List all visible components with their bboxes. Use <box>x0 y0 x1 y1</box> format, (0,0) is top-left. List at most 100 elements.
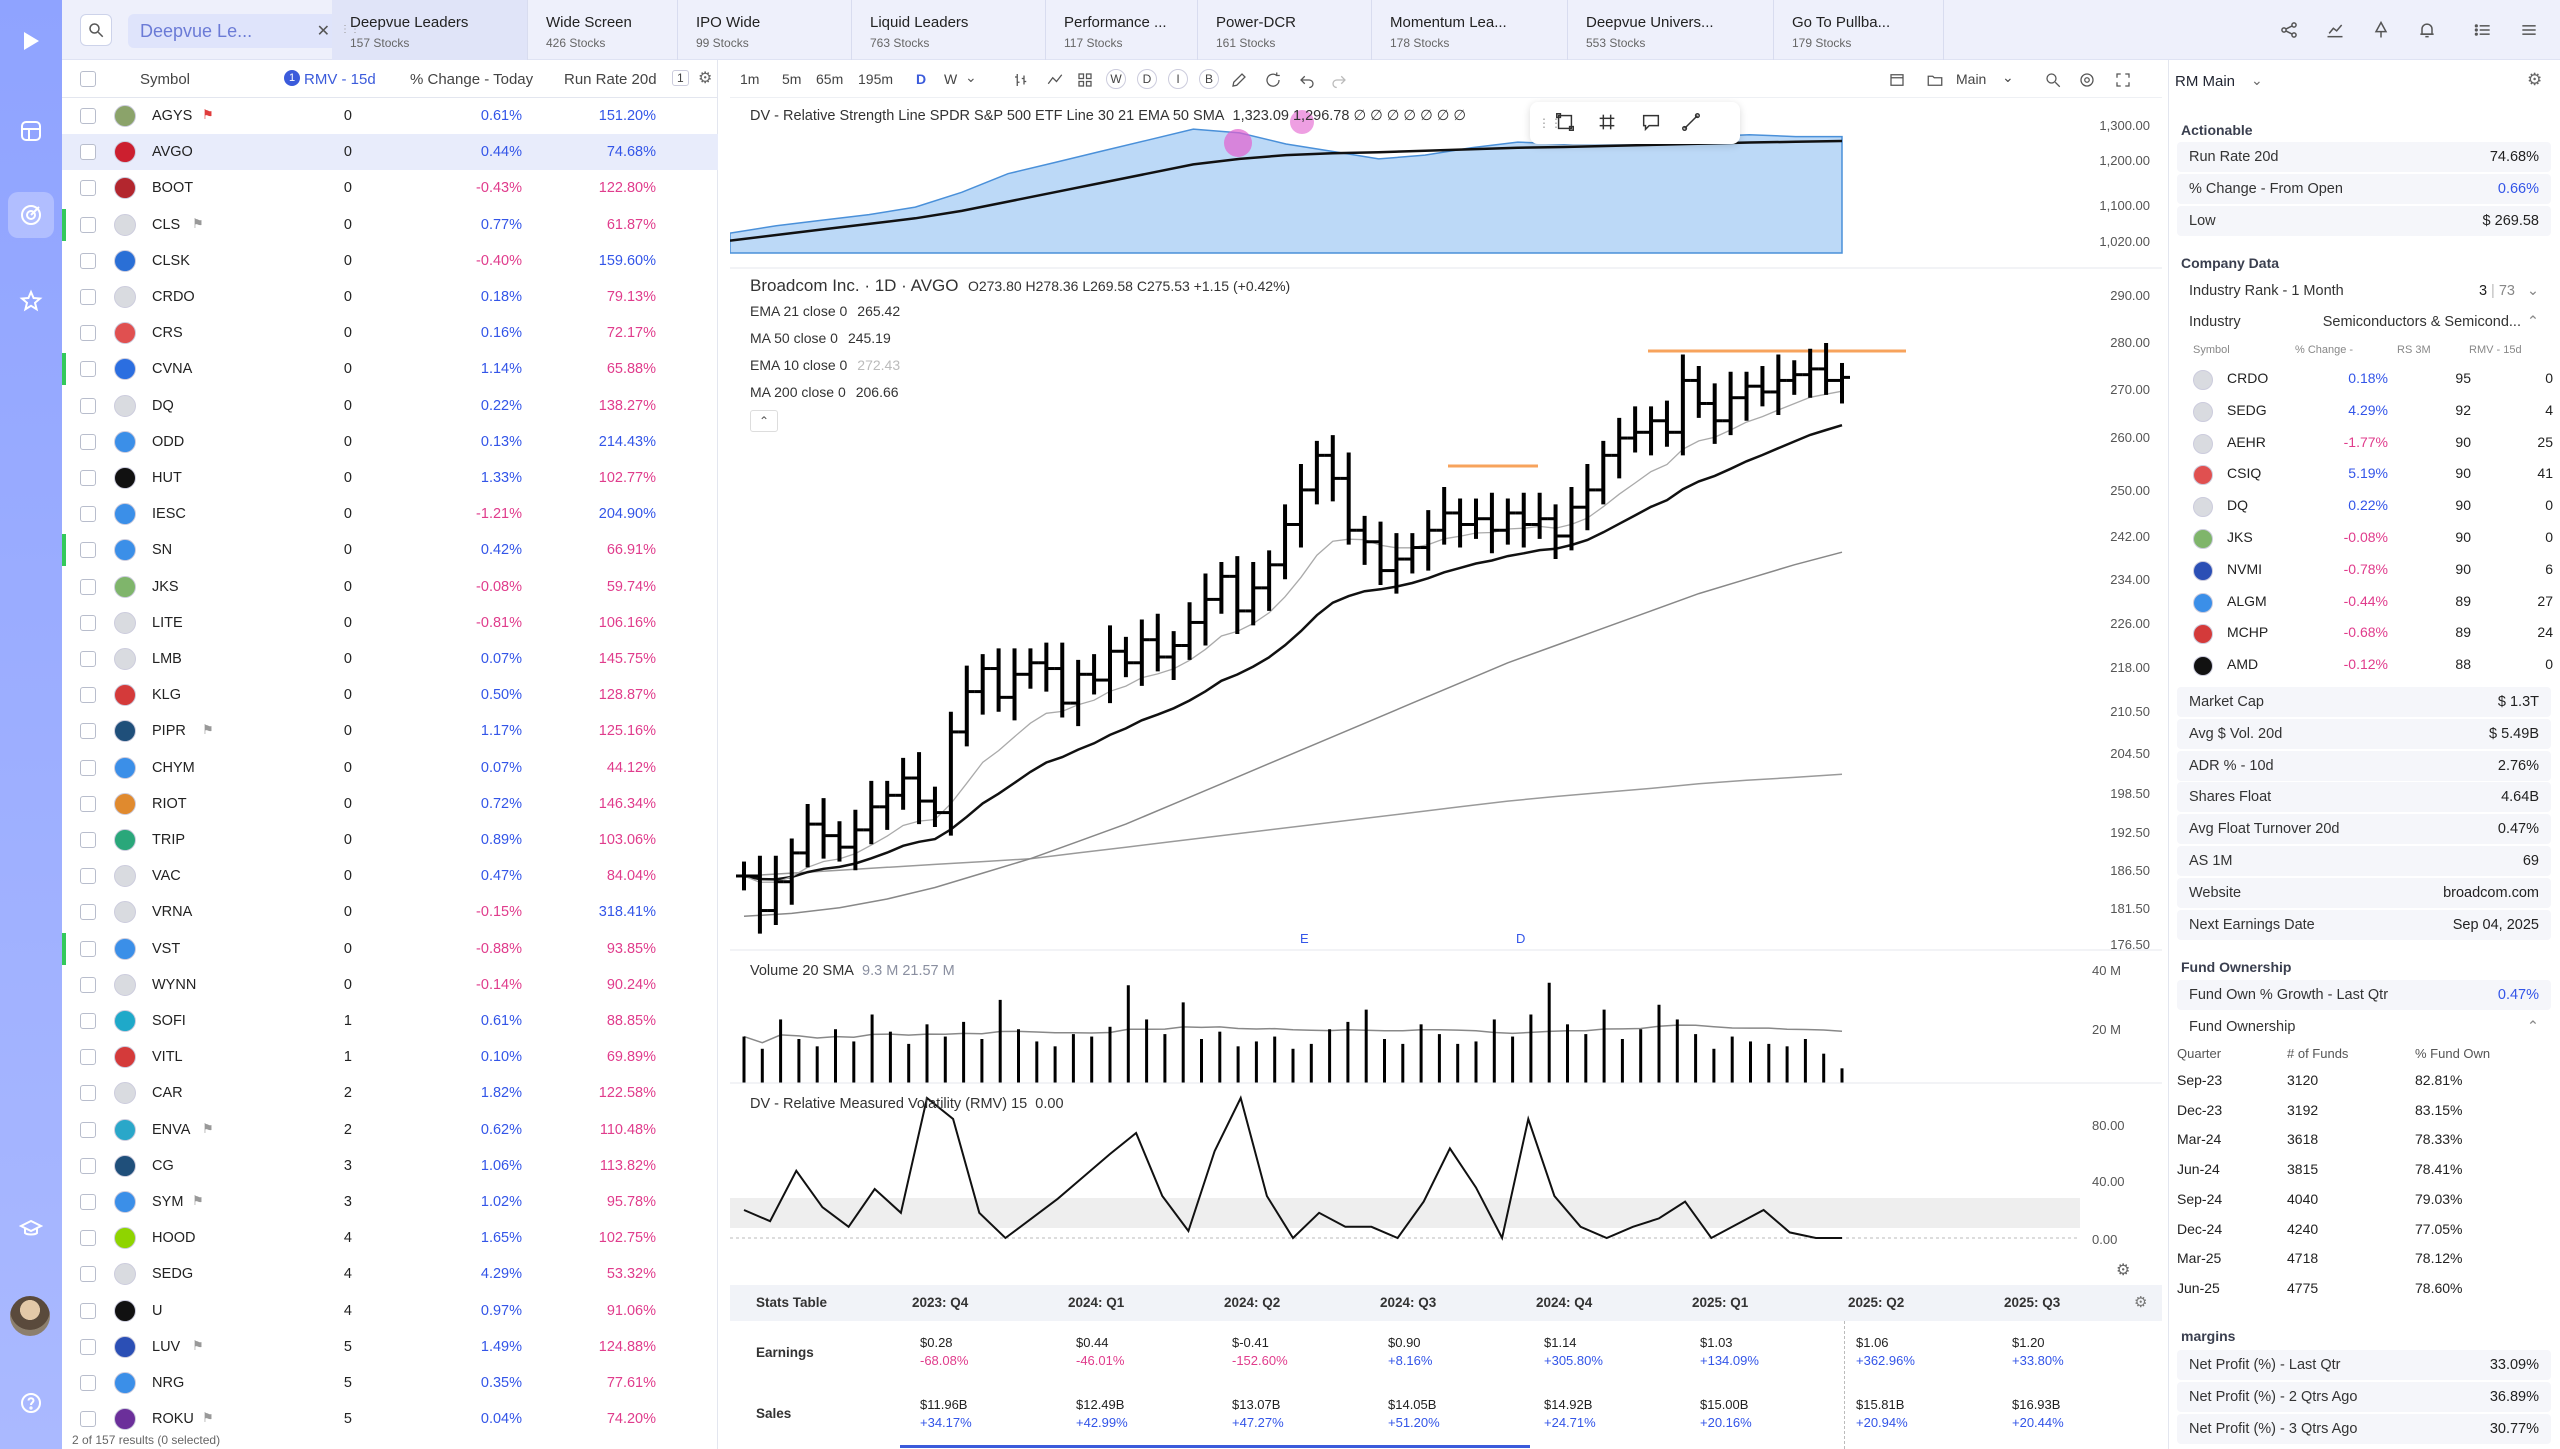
screen-tab[interactable]: Liquid Leaders 763 Stocks <box>852 0 1046 60</box>
watchlist-row[interactable]: CRDO 0 0.18% 79.13% <box>62 279 718 315</box>
period-button[interactable]: B <box>1199 69 1219 89</box>
watchlist-row[interactable]: CLS ⚑ 0 0.77% 61.87% <box>62 207 718 243</box>
screen-tab[interactable]: Momentum Lea... 178 Stocks <box>1372 0 1568 60</box>
favorites-star-icon[interactable] <box>8 278 54 324</box>
row-checkbox[interactable] <box>80 506 96 523</box>
row-checkbox[interactable] <box>80 289 96 305</box>
interval-button[interactable]: 195m <box>858 71 894 87</box>
industry-peer-row[interactable]: DQ 0.22% 90 0 <box>2193 489 2553 519</box>
draw-pencil-icon[interactable] <box>1230 71 1248 92</box>
industry-peer-row[interactable]: NVMI -0.78% 90 6 <box>2193 553 2553 583</box>
row-symbol[interactable]: ODD <box>152 433 185 450</box>
row-symbol[interactable]: VITL <box>152 1049 183 1066</box>
row-checkbox[interactable] <box>80 832 96 848</box>
symbol-column-header[interactable]: Symbol <box>140 71 191 88</box>
panel-settings-gear-icon[interactable]: ⚙ <box>2527 70 2543 89</box>
flag-icon[interactable]: ⚑ <box>202 107 214 122</box>
watchlist-row[interactable]: HOOD 4 1.65% 102.75% <box>62 1220 718 1256</box>
flag-icon[interactable]: ⚑ <box>192 1337 204 1353</box>
row-checkbox[interactable] <box>80 1411 96 1428</box>
row-checkbox[interactable] <box>80 1121 96 1138</box>
flag-icon[interactable]: ⚑ <box>192 215 204 231</box>
undo-icon[interactable] <box>1298 71 1316 92</box>
list-view-icon[interactable] <box>2466 14 2500 46</box>
redo-icon[interactable] <box>1330 71 1348 92</box>
row-checkbox[interactable] <box>80 1085 96 1102</box>
row-symbol[interactable]: HOOD <box>152 1230 196 1247</box>
dividend-marker[interactable]: D <box>1516 931 1526 946</box>
row-symbol[interactable]: RIOT <box>152 795 187 812</box>
interval-button[interactable]: D <box>916 71 927 87</box>
screen-tab[interactable]: ⋮⋮ Deepvue Leaders 157 Stocks <box>332 0 528 60</box>
row-checkbox[interactable] <box>80 325 96 342</box>
row-checkbox[interactable] <box>80 361 96 378</box>
row-symbol[interactable]: SEDG <box>152 1266 194 1283</box>
chart-search-icon[interactable] <box>2044 71 2062 92</box>
bell-icon[interactable] <box>2410 14 2444 46</box>
watchlist-row[interactable]: KLG 0 0.50% 128.87% <box>62 677 718 713</box>
watchlist-row[interactable]: HUT 0 1.33% 102.77% <box>62 460 718 496</box>
industry-table-header-cell[interactable]: % Change - <box>2295 344 2354 356</box>
refresh-icon[interactable] <box>1264 71 1282 92</box>
watchlist-row[interactable]: RIOT 0 0.72% 146.34% <box>62 786 718 822</box>
watchlist-row[interactable]: SEDG 4 4.29% 53.32% <box>62 1256 718 1292</box>
row-checkbox[interactable] <box>80 723 96 740</box>
drag-handle-icon[interactable]: ⋮⋮ <box>1538 116 1562 130</box>
row-symbol[interactable]: CLSK <box>152 252 190 269</box>
row-checkbox[interactable] <box>80 1266 96 1283</box>
fund-table-header-cell[interactable]: % Fund Own <box>2415 1046 2491 1061</box>
industry-peer-row[interactable]: JKS -0.08% 90 0 <box>2193 521 2553 551</box>
chart-settings-icon[interactable] <box>2078 71 2096 92</box>
comment-tool-icon[interactable] <box>1640 111 1662 133</box>
panel-layout-title[interactable]: RM Main <box>2175 73 2236 90</box>
industry-table-header-cell[interactable]: RS 3M <box>2397 344 2431 356</box>
screen-tab[interactable]: Wide Screen 426 Stocks <box>528 0 678 60</box>
row-symbol[interactable]: CRS <box>152 325 183 342</box>
row-symbol[interactable]: ROKU <box>152 1411 194 1428</box>
row-checkbox[interactable] <box>80 470 96 486</box>
industry-rank-row[interactable]: Industry Rank - 1 Month 3 | 73 ⌄ <box>2177 276 2551 306</box>
flag-icon[interactable]: ⚑ <box>192 1193 204 1208</box>
row-symbol[interactable]: VAC <box>152 868 181 885</box>
watchlist-row[interactable]: BOOT 0 -0.43% 122.80% <box>62 170 718 206</box>
row-checkbox[interactable] <box>80 614 96 631</box>
row-checkbox[interactable] <box>80 1049 96 1066</box>
watchlist-row[interactable]: TRIP 0 0.89% 103.06% <box>62 822 718 858</box>
row-symbol[interactable]: KLG <box>152 687 182 704</box>
watchlist-row[interactable]: VRNA 0 -0.15% 318.41% <box>62 894 718 930</box>
chart-view-icon[interactable] <box>2318 14 2352 46</box>
drag-handle-icon[interactable]: ⋮⋮ <box>340 24 360 35</box>
watchlist-row[interactable]: WYNN 0 -0.14% 90.24% <box>62 967 718 1003</box>
search-button[interactable] <box>80 14 112 46</box>
screen-tab[interactable]: IPO Wide 99 Stocks <box>678 0 852 60</box>
watchlist-row[interactable]: CLSK 0 -0.40% 159.60% <box>62 243 718 279</box>
watchlist-row[interactable]: CHYM 0 0.07% 44.12% <box>62 750 718 786</box>
row-symbol[interactable]: CG <box>152 1157 174 1174</box>
row-checkbox[interactable] <box>80 108 96 124</box>
row-symbol[interactable]: TRIP <box>152 832 186 848</box>
row-symbol[interactable]: CVNA <box>152 361 193 378</box>
scanner-icon[interactable] <box>8 192 54 238</box>
watchlist-row[interactable]: JKS 0 -0.08% 59.74% <box>62 569 718 605</box>
select-all-checkbox[interactable] <box>80 71 96 87</box>
row-symbol[interactable]: SYM <box>152 1194 184 1210</box>
dashboard-icon[interactable] <box>8 108 54 154</box>
price-chart-canvas[interactable] <box>730 98 2162 1293</box>
row-symbol[interactable]: CAR <box>152 1085 183 1102</box>
row-checkbox[interactable] <box>80 868 96 885</box>
watchlist-row[interactable]: SOFI 1 0.61% 88.85% <box>62 1003 718 1039</box>
row-checkbox[interactable] <box>80 1302 96 1319</box>
watchlist-row[interactable]: VAC 0 0.47% 84.04% <box>62 858 718 894</box>
layout-name[interactable]: Main <box>1956 71 1987 87</box>
rmv-column-header[interactable]: RMV - 15d <box>304 71 376 88</box>
row-checkbox[interactable] <box>80 433 96 450</box>
deepvue-logo-icon[interactable] <box>8 18 54 64</box>
row-checkbox[interactable] <box>80 252 96 269</box>
row-symbol[interactable]: CLS <box>152 216 181 233</box>
row-checkbox[interactable] <box>80 759 96 776</box>
row-checkbox[interactable] <box>80 651 96 667</box>
flag-icon[interactable]: ⚑ <box>202 722 214 738</box>
trendline-tool-icon[interactable] <box>1680 111 1702 133</box>
interval-button[interactable]: 5m <box>782 71 802 87</box>
industry-peer-row[interactable]: CRDO 0.18% 95 0 <box>2193 362 2553 392</box>
